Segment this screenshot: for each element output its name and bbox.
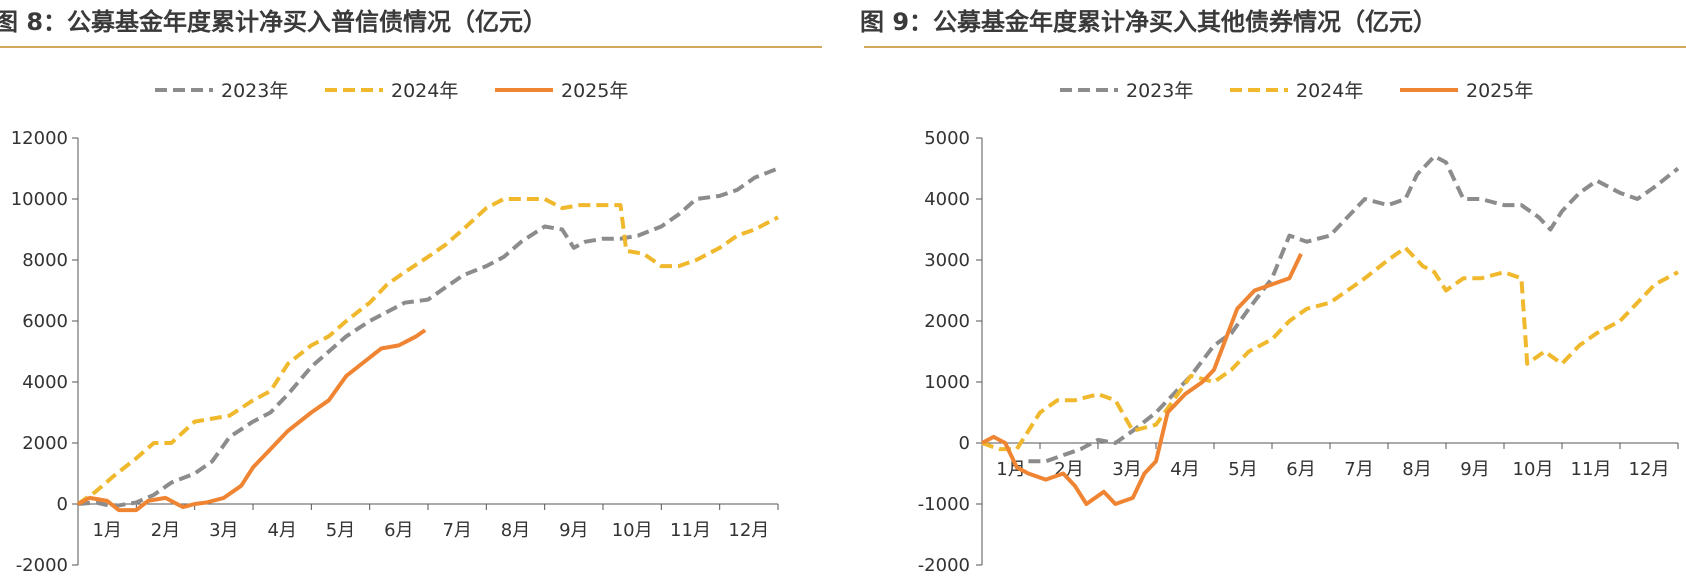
x-tick-label: 10月 [1513,459,1554,480]
x-tick-label: 1月 [996,459,1025,480]
y-tick-label: 6000 [22,311,68,332]
x-tick-label: 7月 [442,520,471,541]
x-tick-label: 4月 [1170,459,1199,480]
title-divider [0,46,822,48]
y-tick-label: 0 [959,433,970,454]
x-tick-label: 11月 [1571,459,1612,480]
chart-title: 图 8：公募基金年度累计净买入普信债情况（亿元） [0,8,548,36]
legend-label: 2023年 [221,80,288,102]
chart-panel-right: 图 9：公募基金年度累计净买入其他债券情况（亿元） -2000 -1000 0 100… [860,0,1686,580]
y-tick-label: 4000 [924,189,970,210]
x-tick-label: 2月 [151,520,180,541]
x-tick-label: 5月 [326,520,355,541]
series-line-2023年 [1028,154,1680,464]
y-tick-label: 10000 [11,189,68,210]
legend-label: 2024年 [1296,80,1363,102]
legend-label: 2025年 [561,80,628,102]
y-tick-label: 1000 [924,372,970,393]
series-line-2024年 [76,197,779,506]
y-tick-label: 2000 [924,311,970,332]
x-tick-label: 9月 [1460,459,1489,480]
y-tick-label: 0 [57,494,68,515]
x-tick-label: 3月 [1112,459,1141,480]
y-tick-label: 5000 [924,128,970,149]
y-tick-label: 12000 [11,128,68,149]
line-chart-credit-bonds: -2000 0 2000 4000 6000 8000 10000 12000 1月 2月 3月 4月… [11,80,779,576]
x-tick-label: 11月 [670,520,711,541]
x-tick-label: 10月 [612,520,653,541]
x-tick-label: 12月 [728,520,769,541]
chart-panel-left: 图 8：公募基金年度累计净买入普信债情况（亿元） -2000 0 2000 4000 6… [0,0,830,580]
series-line-2025年 [77,328,427,513]
x-tick-label: 6月 [384,520,413,541]
legend-label: 2025年 [1466,80,1533,102]
legend-label: 2024年 [391,80,458,102]
y-tick-label: -2000 [918,555,970,576]
x-tick-label: 7月 [1344,459,1373,480]
x-tick-label: 4月 [267,520,296,541]
x-tick-label: 8月 [501,520,530,541]
chart-title: 图 9：公募基金年度累计净买入其他债券情况（亿元） [860,8,1438,36]
x-tick-label: 12月 [1629,459,1670,480]
legend-label: 2023年 [1126,80,1193,102]
y-tick-label: -2000 [16,555,68,576]
x-tick-label: 3月 [209,520,238,541]
x-tick-label: 9月 [559,520,588,541]
series-line-2025年 [981,253,1303,506]
series-line-2023年 [77,166,779,509]
y-tick-label: 4000 [22,372,68,393]
y-tick-label: 3000 [924,250,970,271]
x-tick-label: 6月 [1286,459,1315,480]
y-tick-label: 2000 [22,433,68,454]
y-tick-label: -1000 [918,494,970,515]
series-line-2024年 [981,245,1679,452]
x-tick-label: 5月 [1228,459,1257,480]
y-tick-label: 8000 [22,250,68,271]
title-divider [864,46,1686,48]
x-tick-label: 8月 [1402,459,1431,480]
x-tick-label: 1月 [92,520,121,541]
